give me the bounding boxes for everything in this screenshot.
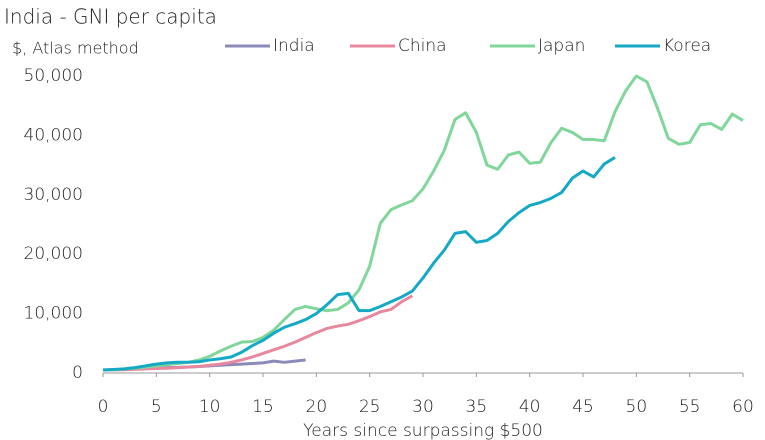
y-tick-label: 50,000 [24,66,83,86]
y-tick-label: 10,000 [24,304,83,324]
x-tick-label: 10 [199,397,221,417]
x-tick-label: 30 [412,397,434,417]
x-tick-label: 50 [626,397,648,417]
x-tick-label: 55 [679,397,701,417]
x-tick-label: 60 [732,397,754,417]
series-line [102,294,414,372]
x-tick-label: 0 [98,397,109,417]
x-tick-label: 35 [466,397,488,417]
chart-title: India - GNI per capita [4,5,217,29]
series-line [102,74,744,372]
x-tick-label: 15 [252,397,274,417]
legend-label: Korea [663,36,711,56]
x-axis-label: Years since surpassing $500 [303,421,543,440]
legend-label: Japan [538,36,585,56]
x-tick-label: 25 [359,397,381,417]
series-line [102,156,616,372]
x-tick-label: 45 [572,397,594,417]
x-tick-label: 40 [519,397,541,417]
y-tick-label: 30,000 [24,185,83,205]
chart-subtitle: $, Atlas method [12,39,139,58]
legend-label: China [398,36,447,56]
y-tick-label: 20,000 [24,244,83,264]
legend-label: India [273,36,315,56]
x-tick-label: 5 [151,397,162,417]
y-tick-label: 0 [72,363,83,383]
x-tick-label: 20 [306,397,328,417]
y-tick-label: 40,000 [24,125,83,145]
